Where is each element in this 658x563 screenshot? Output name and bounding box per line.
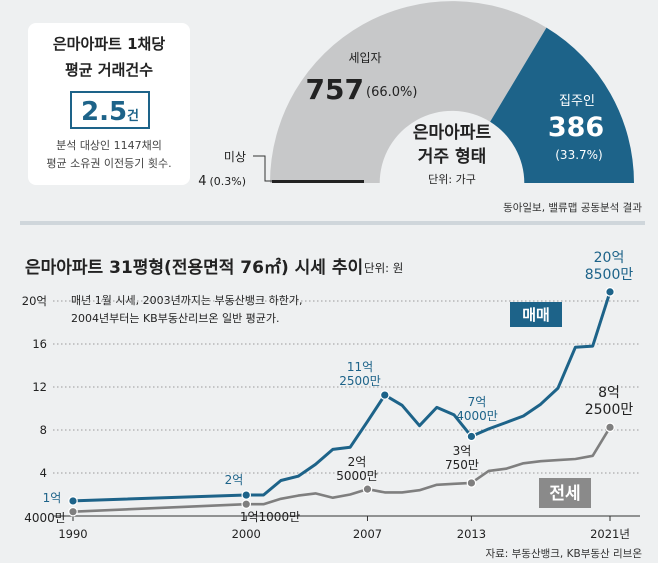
info-box-title-line1: 은마아파트 1채당 [52, 35, 166, 53]
donut-center-line1: 은마아파트 [413, 123, 492, 143]
annotation-2021-sale: 20억 8500만 [585, 250, 634, 283]
chart-note-line2: 2004년부터는 KB부동산리브온 일반 평균가. [71, 311, 280, 325]
marker-rent-2013 [466, 478, 477, 488]
unsold-pct: (0.3%) [209, 175, 246, 188]
marker-rent-2000 [241, 499, 252, 509]
transaction-count-box: 2.5건 [70, 91, 150, 129]
chart-title: 은마아파트 31평형(전용면적 76㎡) 시세 추이 [25, 257, 363, 278]
y-tick-label: 12 [32, 380, 47, 394]
info-box-note-line2: 평균 소유권 이전등기 횟수. [46, 157, 172, 170]
y-tick-label: 4 [40, 466, 47, 480]
renter-segment [270, 1, 547, 184]
grid [53, 300, 640, 474]
annotation-2000-sale: 2억 [225, 473, 244, 487]
marker-rent-1990 [68, 506, 78, 517]
legend-sale: 매매 [510, 302, 562, 327]
legend-rent-label: 전세 [549, 484, 580, 504]
unsold-leader-line [253, 155, 272, 182]
marker-rent-2021 [605, 422, 615, 433]
unsold-count: 4 [198, 174, 206, 189]
owner-value: 386 [548, 112, 604, 143]
chart-unit-label: 단위: 원 [364, 261, 403, 275]
transaction-count-value: 2.5 [80, 97, 128, 127]
chart-note-line1: 매년 1월 시세, 2003년까지는 부동산뱅크 하한가, [71, 293, 303, 307]
renter-label: 세입자 [348, 51, 381, 65]
x-tick-label: 2021년 [590, 527, 630, 541]
unsold-label: 미상 [224, 150, 246, 164]
series-line-sale [72, 291, 612, 503]
info-box-note-line1: 분석 대상인 1147채의 [56, 139, 162, 152]
owner-pct: (33.7%) [555, 148, 602, 162]
marker-rent-2007 [362, 484, 373, 494]
annotation-1990-sale: 1억 [43, 491, 62, 505]
x-tick-label: 2007 [353, 527, 382, 541]
annotation-2007-rent: 2억 5000만 [336, 455, 378, 483]
info-box: 은마아파트 1채당 평균 거래건수 2.5건 분석 대상인 1147채의 평균 … [28, 23, 190, 185]
owner-segment [490, 27, 634, 184]
owner-label: 집주인 [559, 94, 595, 109]
legend-rent-box [539, 478, 591, 508]
info-box-title-line2: 평균 거래건수 [64, 61, 154, 79]
annotation-2021-rent: 8억 2500만 [585, 385, 634, 418]
donut-chart: 세입자 757 (66.0%) 집주인 386 (33.7%) 은마아파트 거주… [198, 1, 642, 214]
marker-sale-2013 [466, 431, 477, 442]
x-tick-label: 2000 [232, 527, 261, 541]
legend-sale-label: 매매 [522, 306, 550, 324]
series-line-rent [72, 426, 612, 513]
y-tick-label: 16 [32, 337, 47, 351]
top-section: 은마아파트 1채당 평균 거래건수 2.5건 분석 대상인 1147채의 평균 … [0, 0, 658, 218]
annotation-2000-rent: 1억1000만 [240, 510, 300, 524]
legend-sale-box [510, 302, 562, 327]
x-axis: 1990 2000 2007 2013 2021년 [53, 515, 640, 541]
unsold-value: 4 (0.3%) [198, 174, 246, 189]
renter-value: 757 [306, 73, 364, 106]
unsold-segment [272, 180, 364, 183]
annotation-2013-sale: 7억 4000만 [456, 395, 498, 423]
annotation-2007-sale: 11억 2500만 [339, 360, 381, 388]
marker-sale-1990 [68, 496, 78, 506]
marker-sale-2021 [605, 287, 615, 297]
annotation-1990-rent: 4000만 [24, 511, 66, 525]
donut-center-line2: 거주 형태 [418, 146, 486, 167]
annotations: 1억 4000만 2억 1억1000만 11억 2500만 2억 5000만 7억 4000만 3억… [24, 250, 633, 525]
marker-sale-peak [380, 390, 390, 400]
x-tick-label: 1990 [58, 527, 87, 541]
x-tick-label: 2013 [457, 527, 486, 541]
marker-sale-2000 [241, 490, 252, 500]
renter-pct: (66.0%) [366, 85, 417, 100]
y-tick-label: 20억 [22, 294, 47, 308]
transaction-count-unit: 건 [127, 109, 140, 124]
y-axis: 4 8 12 16 20억 [22, 294, 47, 480]
legend-rent: 전세 [539, 478, 591, 508]
donut-source: 동아일보, 밸류맵 공동분석 결과 [503, 201, 642, 214]
y-tick-label: 8 [40, 423, 47, 437]
annotation-2013-rent: 3억 750만 [445, 444, 479, 472]
donut-unit-label: 단위: 가구 [428, 173, 476, 186]
series-lines [68, 287, 615, 517]
chart-source: 자료: 부동산뱅크, KB부동산 리브온 [485, 548, 642, 560]
section-divider [20, 221, 645, 225]
